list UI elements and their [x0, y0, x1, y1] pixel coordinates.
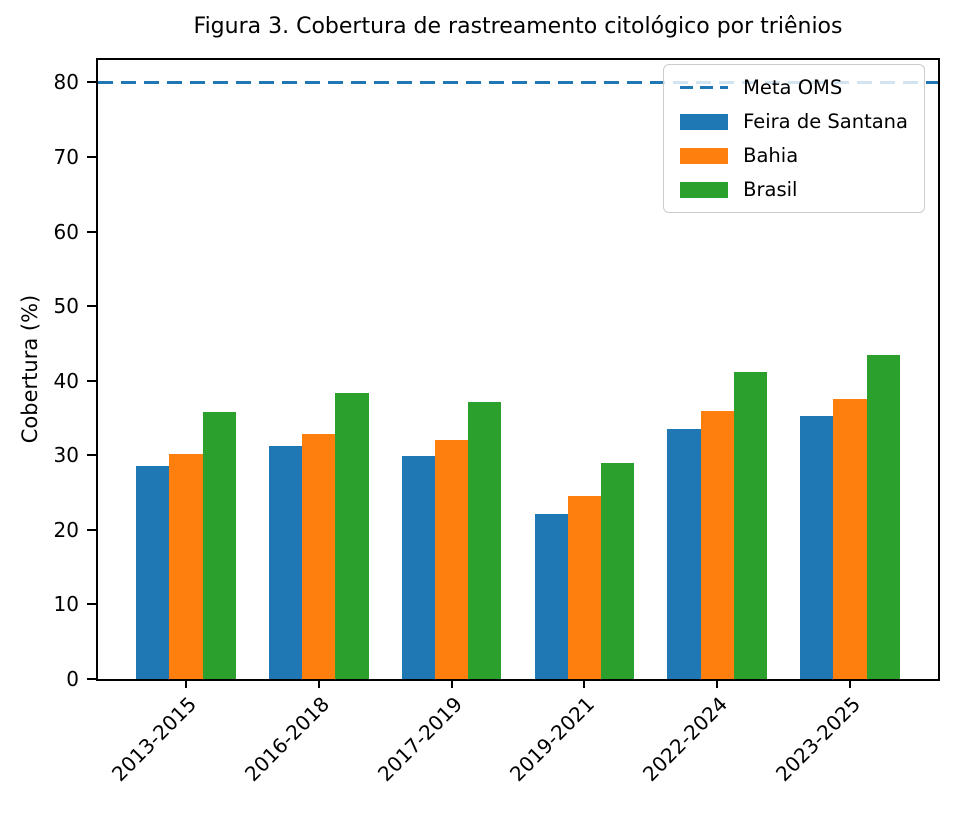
x-tick-label-2017-2019: 2017-2019	[372, 692, 467, 787]
x-tick-mark	[184, 679, 187, 688]
bar-brasil-2016-2018	[335, 392, 369, 679]
bar-feira-de-santana-2023-2025	[800, 416, 834, 679]
x-tick-mark	[450, 679, 453, 688]
bar-bahia-2017-2019	[434, 440, 469, 679]
y-tick-mark	[87, 230, 96, 233]
chart-title: Figura 3. Cobertura de rastreamento cito…	[193, 14, 843, 39]
legend-label-feira-de-santana: Feira de Santana	[743, 110, 908, 133]
bar-bahia-2013-2015	[169, 453, 203, 679]
y-tick-label: 40	[53, 368, 79, 393]
bar-feira-de-santana-2016-2018	[268, 446, 303, 679]
y-tick-label: 50	[53, 294, 79, 319]
x-tick-mark	[716, 679, 719, 688]
meta-line-meta-oms	[98, 80, 938, 85]
bar-bahia-2016-2018	[302, 434, 336, 679]
legend-row-bahia: Bahia	[680, 143, 908, 168]
y-tick-label: 20	[53, 517, 79, 542]
plot-area: Meta OMS Feira de Santana Bahia Brasil	[96, 58, 940, 681]
bar-brasil-2017-2019	[468, 401, 502, 679]
bar-bahia-2023-2025	[833, 399, 867, 679]
bar-feira-de-santana-2019-2021	[534, 514, 568, 679]
legend-key-swatch	[680, 147, 729, 164]
bar-bahia-2022-2024	[700, 411, 734, 679]
x-tick-mark	[583, 679, 586, 688]
bar-brasil-2019-2021	[601, 463, 635, 679]
legend-label-brasil: Brasil	[743, 178, 798, 201]
bar-feira-de-santana-2013-2015	[136, 466, 170, 679]
y-tick-mark	[87, 81, 96, 84]
x-tick-label-2019-2021: 2019-2021	[505, 692, 600, 787]
x-tick-mark	[849, 679, 852, 688]
y-tick-label: 0	[66, 667, 79, 691]
legend-row-feira-de-santana: Feira de Santana	[680, 109, 908, 134]
legend-row-meta-oms: Meta OMS	[680, 75, 908, 100]
legend: Meta OMS Feira de Santana Bahia Brasil	[663, 64, 925, 213]
legend-key-dashed-line	[680, 85, 729, 90]
y-tick-mark	[87, 678, 96, 680]
legend-label-bahia: Bahia	[743, 144, 799, 167]
y-tick-label: 80	[53, 70, 79, 95]
bar-brasil-2023-2025	[866, 354, 900, 679]
x-tick-label-2016-2018: 2016-2018	[239, 692, 334, 787]
y-tick-mark	[87, 454, 96, 457]
y-tick-label: 30	[53, 443, 79, 468]
y-tick-label: 10	[53, 592, 79, 617]
legend-key-swatch	[680, 181, 729, 198]
legend-key-swatch	[680, 113, 729, 130]
y-tick-label: 60	[53, 219, 79, 244]
legend-label-meta-oms: Meta OMS	[743, 76, 843, 99]
y-tick-mark	[87, 305, 96, 308]
bar-feira-de-santana-2022-2024	[667, 429, 701, 679]
y-tick-mark	[87, 155, 96, 158]
legend-row-brasil: Brasil	[680, 177, 908, 202]
x-tick-label-2013-2015: 2013-2015	[106, 692, 201, 787]
x-tick-label-2022-2024: 2022-2024	[638, 692, 733, 787]
y-tick-label: 70	[53, 144, 79, 169]
bar-brasil-2013-2015	[202, 412, 236, 679]
y-tick-mark	[87, 379, 96, 382]
bar-feira-de-santana-2017-2019	[401, 456, 435, 679]
x-tick-label-2023-2025: 2023-2025	[770, 692, 865, 787]
y-tick-mark	[87, 528, 96, 531]
x-tick-mark	[317, 679, 320, 688]
bar-brasil-2022-2024	[733, 371, 767, 679]
y-tick-mark	[87, 603, 96, 606]
bar-bahia-2019-2021	[567, 496, 601, 679]
